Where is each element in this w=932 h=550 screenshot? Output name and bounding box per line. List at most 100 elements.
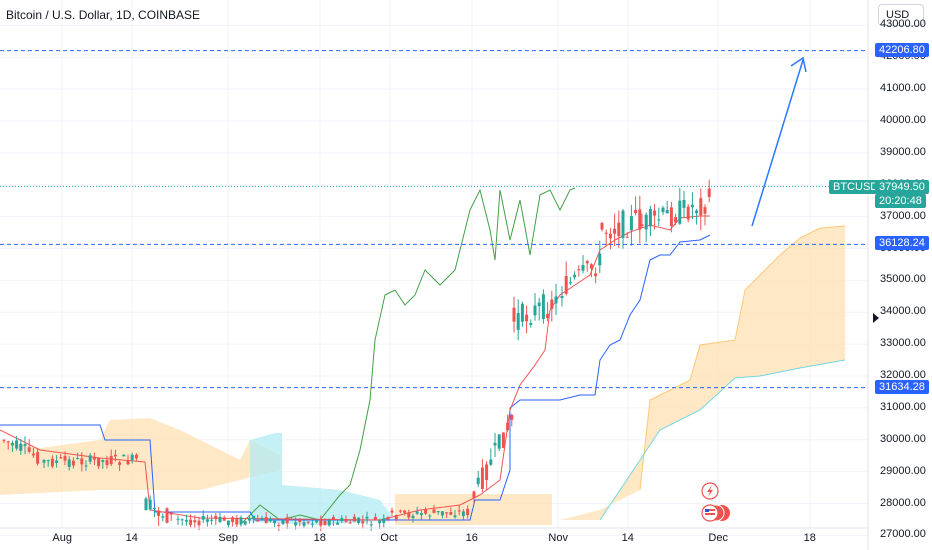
candlestick[interactable] (348, 519, 352, 524)
candlestick[interactable] (669, 201, 673, 233)
candlestick[interactable] (2, 438, 6, 443)
candlestick[interactable] (46, 459, 50, 467)
candlestick[interactable] (80, 452, 84, 472)
candlestick[interactable] (306, 521, 310, 525)
candlestick[interactable] (625, 232, 629, 238)
candlestick[interactable] (42, 458, 46, 469)
candlestick[interactable] (55, 455, 59, 468)
candlestick[interactable] (101, 459, 105, 469)
candlestick[interactable] (501, 432, 505, 449)
candlestick[interactable] (550, 290, 554, 322)
candlestick[interactable] (36, 448, 40, 466)
candlestick[interactable] (71, 457, 75, 469)
candlestick[interactable] (361, 515, 365, 529)
candlestick[interactable] (231, 515, 235, 527)
candlestick[interactable] (161, 513, 165, 522)
candlestick[interactable] (386, 516, 390, 522)
candlestick[interactable] (411, 513, 415, 523)
candlestick[interactable] (84, 460, 88, 471)
candlestick[interactable] (678, 187, 682, 225)
candlestick[interactable] (472, 490, 476, 504)
candlestick[interactable] (243, 520, 247, 526)
candlestick[interactable] (480, 459, 484, 493)
candlestick[interactable] (699, 188, 703, 231)
candlestick[interactable] (302, 520, 306, 528)
candlestick[interactable] (529, 319, 533, 328)
candlestick[interactable] (340, 515, 344, 524)
candlestick[interactable] (506, 414, 510, 432)
candlestick[interactable] (594, 267, 598, 284)
candlestick[interactable] (327, 518, 331, 527)
candlestick[interactable] (525, 305, 529, 334)
candlestick[interactable] (126, 454, 130, 466)
candlestick[interactable] (373, 513, 377, 521)
candlestick[interactable] (644, 212, 648, 243)
candlestick[interactable] (674, 213, 678, 225)
candlestick[interactable] (537, 297, 541, 321)
candlestick[interactable] (546, 302, 550, 322)
candlestick[interactable] (585, 259, 589, 272)
trend-arrow[interactable] (751, 56, 807, 227)
candlestick[interactable] (23, 436, 27, 455)
candlestick[interactable] (169, 512, 173, 521)
candlestick[interactable] (398, 509, 402, 514)
candlestick[interactable] (310, 520, 314, 528)
candlestick[interactable] (600, 221, 604, 232)
candlestick[interactable] (516, 299, 520, 341)
candlestick[interactable] (193, 515, 197, 528)
candlestick[interactable] (152, 507, 156, 518)
candlestick[interactable] (476, 470, 480, 488)
candlestick[interactable] (560, 286, 564, 307)
candlestick[interactable] (564, 261, 568, 296)
candlestick[interactable] (357, 517, 361, 525)
candlestick[interactable] (239, 515, 243, 527)
candlestick[interactable] (520, 301, 524, 327)
candlestick[interactable] (432, 504, 436, 514)
candlestick[interactable] (533, 293, 537, 321)
candlestick[interactable] (92, 452, 96, 465)
candlestick[interactable] (323, 518, 327, 526)
candlestick[interactable] (703, 204, 707, 226)
candlestick[interactable] (285, 513, 289, 530)
candlestick[interactable] (76, 452, 80, 460)
candlestick[interactable] (63, 451, 67, 466)
candlestick[interactable] (50, 455, 54, 469)
candlestick[interactable] (415, 506, 419, 516)
candlestick[interactable] (638, 195, 642, 244)
candlestick[interactable] (210, 514, 214, 525)
candlestick[interactable] (695, 208, 699, 225)
candlestick[interactable] (67, 456, 71, 471)
candlestick[interactable] (264, 512, 268, 524)
candlestick[interactable] (122, 454, 126, 457)
candlestick[interactable] (661, 205, 665, 215)
candlestick[interactable] (205, 514, 209, 527)
candlestick[interactable] (407, 509, 411, 521)
candlestick[interactable] (247, 515, 251, 524)
candlestick[interactable] (419, 510, 423, 521)
candlestick[interactable] (390, 507, 394, 516)
candlestick[interactable] (485, 461, 489, 490)
candlestick[interactable] (554, 283, 558, 316)
candlestick[interactable] (510, 413, 514, 427)
candlestick[interactable] (315, 519, 319, 524)
candlestick[interactable] (148, 495, 152, 511)
candlestick[interactable] (256, 514, 260, 522)
candlestick[interactable] (621, 209, 625, 249)
candlestick[interactable] (19, 438, 23, 455)
candlestick[interactable] (613, 213, 617, 246)
candlestick[interactable] (493, 432, 497, 457)
candlestick[interactable] (378, 518, 382, 529)
candlestick[interactable] (344, 515, 348, 524)
candlestick[interactable] (449, 507, 453, 516)
candlestick[interactable] (369, 520, 373, 531)
candlestick[interactable] (289, 516, 293, 521)
candlestick[interactable] (648, 205, 652, 237)
candlestick[interactable] (634, 196, 638, 216)
candlestick[interactable] (336, 519, 340, 525)
candlestick[interactable] (180, 518, 184, 526)
candlestick[interactable] (109, 449, 113, 467)
candlestick[interactable] (105, 455, 109, 469)
candlestick[interactable] (268, 516, 272, 523)
candlestick[interactable] (144, 496, 148, 511)
